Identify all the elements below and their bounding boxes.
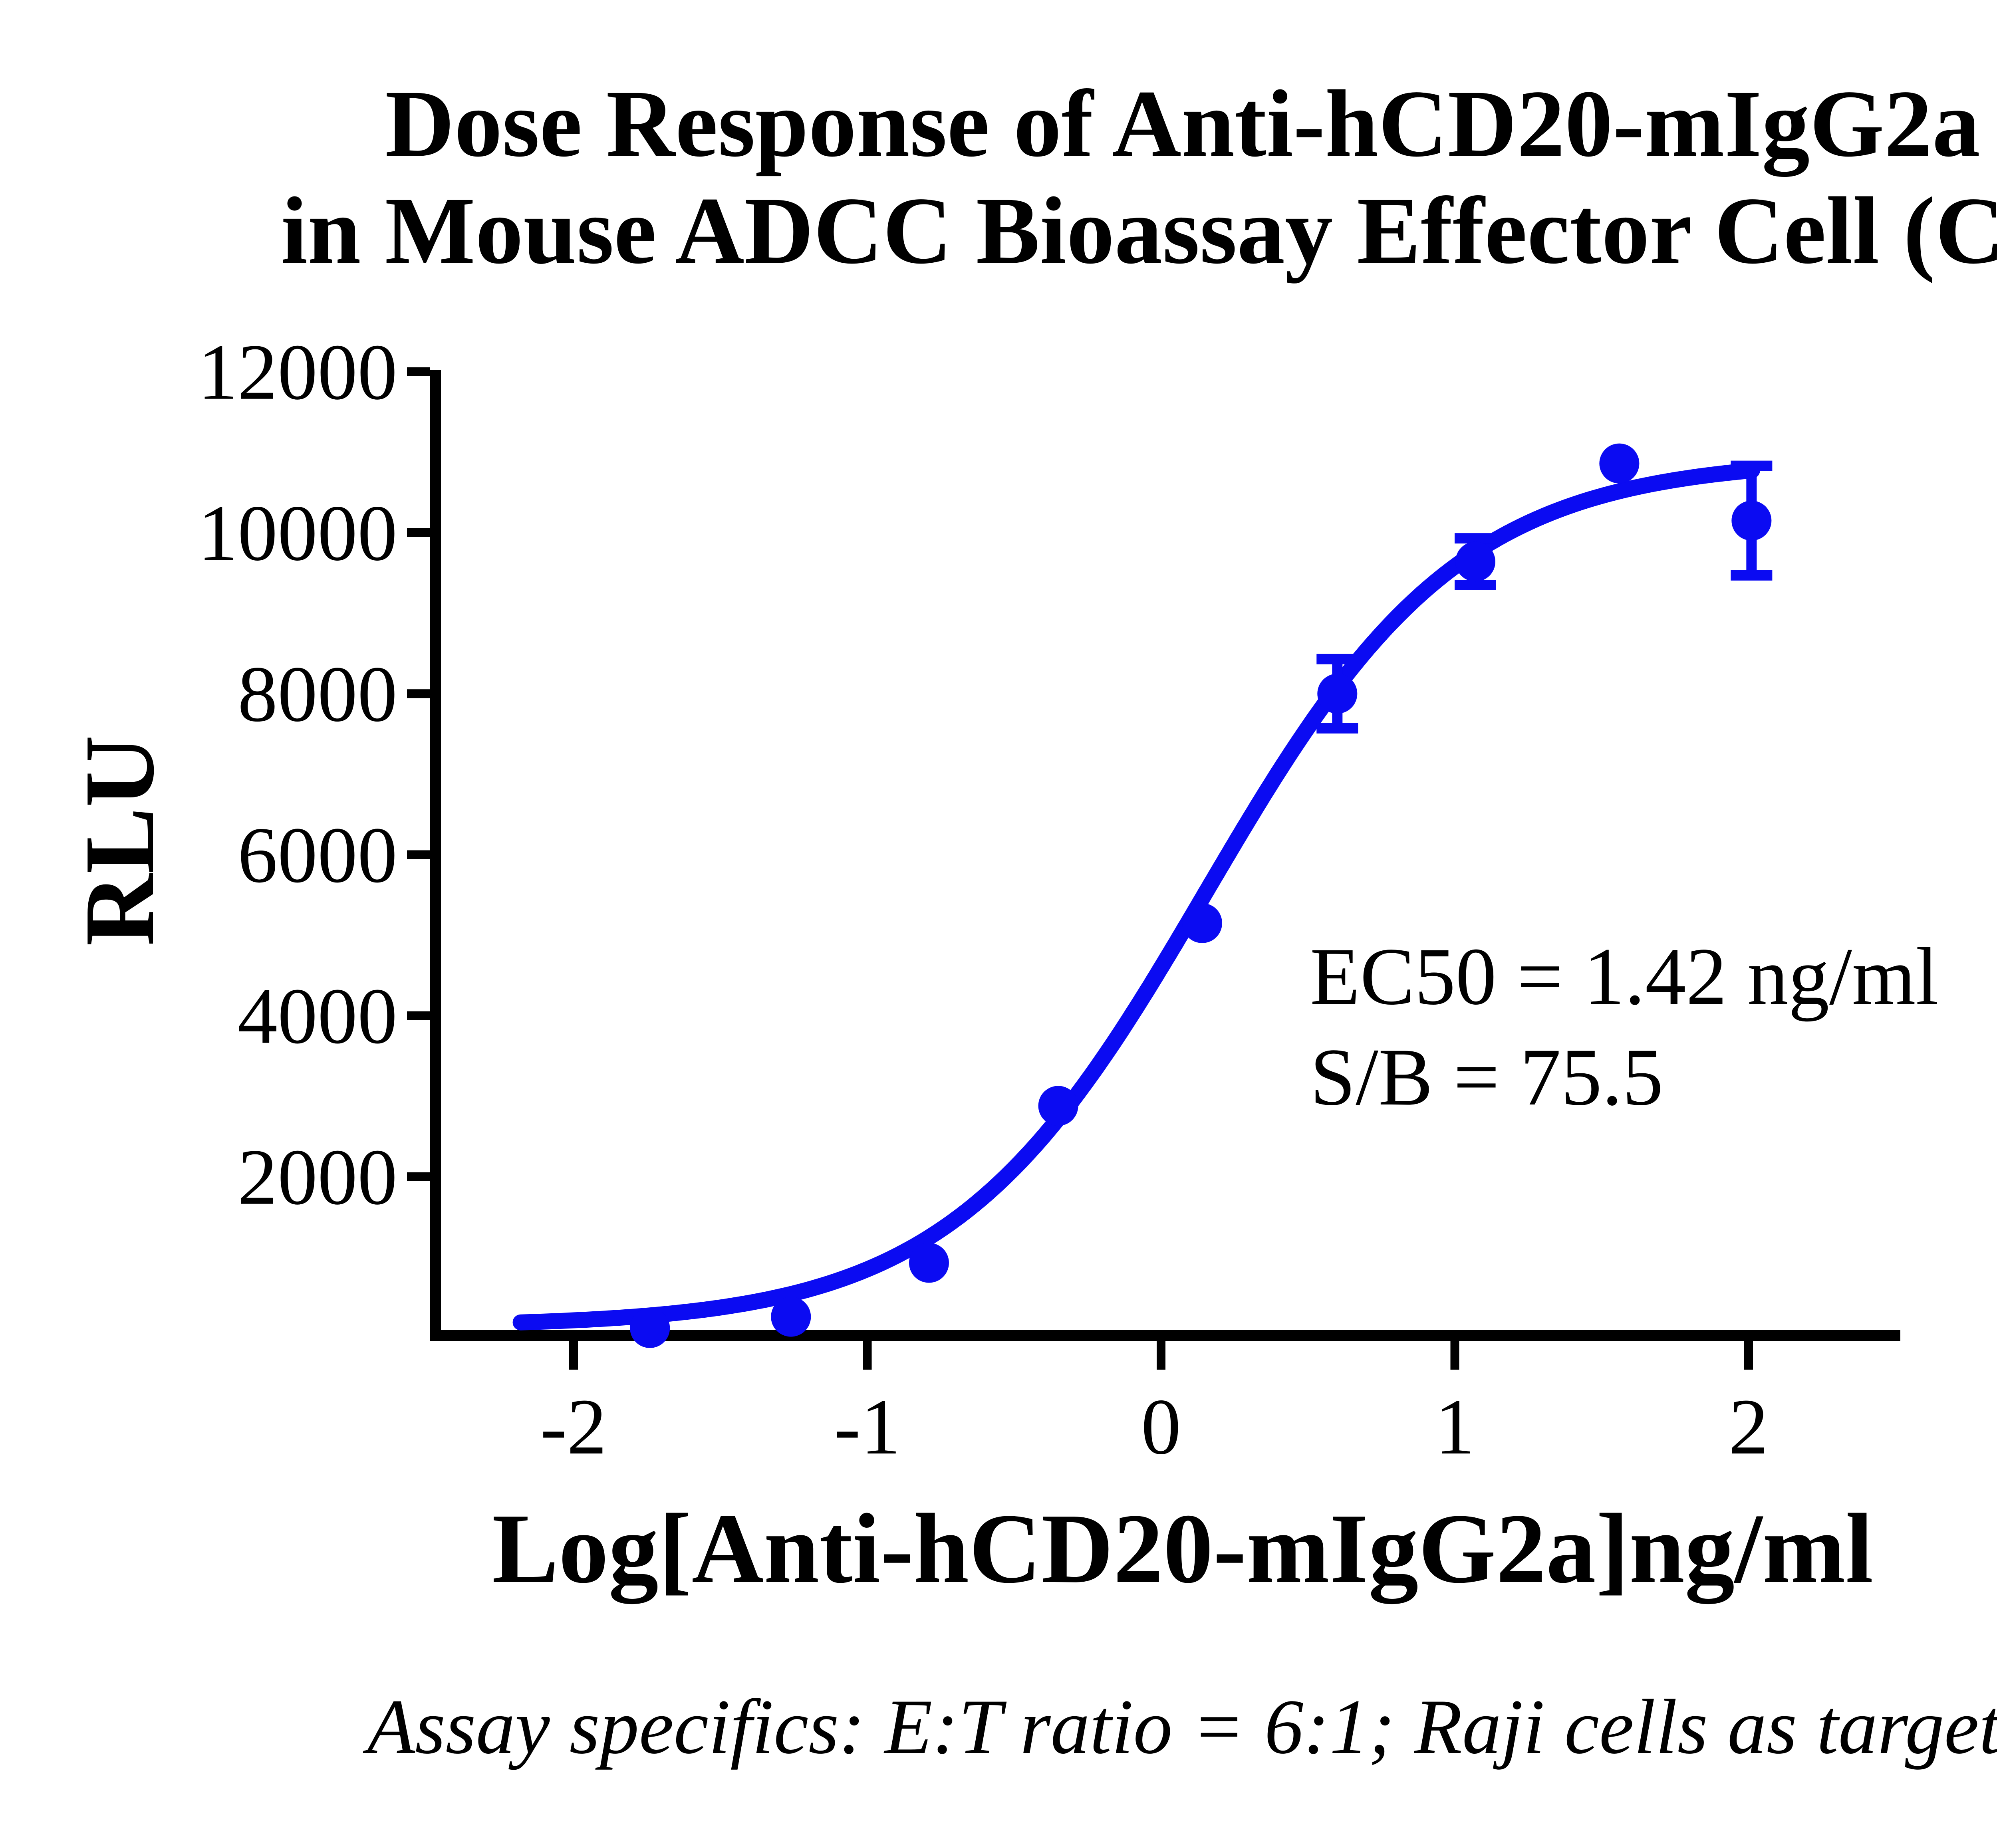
y-tick-label: 10000 (198, 489, 397, 577)
y-tick-label: 4000 (238, 972, 397, 1061)
chart-title: Dose Response of Anti-hCD20-mIgG2a in Mo… (108, 70, 1997, 284)
axes (430, 370, 1900, 1341)
x-tick-label: 1 (1435, 1383, 1475, 1471)
x-axis-tick-labels: -2 -1 0 1 2 (540, 1383, 1769, 1471)
x-axis-title: Log[Anti-hCD20-mIgG2a]ng/ml (492, 1493, 1874, 1604)
y-tick-label: 2000 (238, 1133, 397, 1221)
y-axis-tick (407, 689, 430, 698)
y-axis-tick (407, 528, 430, 537)
y-axis-ticks (407, 367, 430, 1181)
x-axis-tick (1744, 1341, 1753, 1370)
x-axis-tick (863, 1341, 872, 1370)
data-point (1317, 674, 1358, 714)
data-point (1599, 443, 1640, 484)
chart-title-line2: in Mouse ADCC Bioassay Effector Cell (C3… (281, 177, 1997, 284)
x-axis-tick (1157, 1341, 1165, 1370)
y-axis-tick (407, 850, 430, 859)
y-tick-label: 12000 (198, 328, 397, 416)
x-tick-label: -1 (834, 1383, 901, 1471)
data-point (1038, 1086, 1078, 1126)
y-axis-tick (407, 1172, 430, 1181)
figure-caption: Assay specifics: E:T ratio = 6:1; Raji c… (367, 1683, 1997, 1770)
signal-to-background-value: S/B = 75.5 (1310, 1032, 1664, 1122)
x-axis-line (430, 1330, 1900, 1341)
x-axis-ticks (569, 1341, 1753, 1370)
data-point (1455, 541, 1495, 582)
y-tick-label: 8000 (238, 650, 397, 738)
chart-title-line1: Dose Response of Anti-hCD20-mIgG2a (385, 70, 1980, 176)
data-point (909, 1243, 949, 1283)
ec50-value: EC50 = 1.42 ng/ml (1310, 931, 1939, 1022)
y-axis-tick (407, 367, 430, 376)
error-bar-layer (1316, 460, 1773, 734)
y-tick-label: 6000 (238, 811, 397, 899)
data-point (1182, 903, 1222, 943)
data-point (771, 1297, 811, 1337)
x-axis-tick (1450, 1341, 1459, 1370)
data-point-layer (630, 443, 1772, 1348)
y-axis-tick-labels: 2000 4000 6000 8000 10000 12000 (198, 328, 397, 1221)
x-tick-label: -2 (540, 1383, 607, 1471)
fit-curve-layer (512, 462, 1760, 1330)
x-axis-tick (569, 1341, 578, 1370)
y-axis-line (430, 370, 441, 1341)
y-axis-tick (407, 1011, 430, 1020)
x-tick-label: 2 (1729, 1383, 1769, 1471)
fit-results-annotation: EC50 = 1.42 ng/ml S/B = 75.5 (1310, 926, 1938, 1128)
data-point (1731, 500, 1772, 541)
dose-response-fit-curve (512, 462, 1760, 1330)
data-point (630, 1308, 670, 1348)
x-tick-label: 0 (1141, 1383, 1181, 1471)
